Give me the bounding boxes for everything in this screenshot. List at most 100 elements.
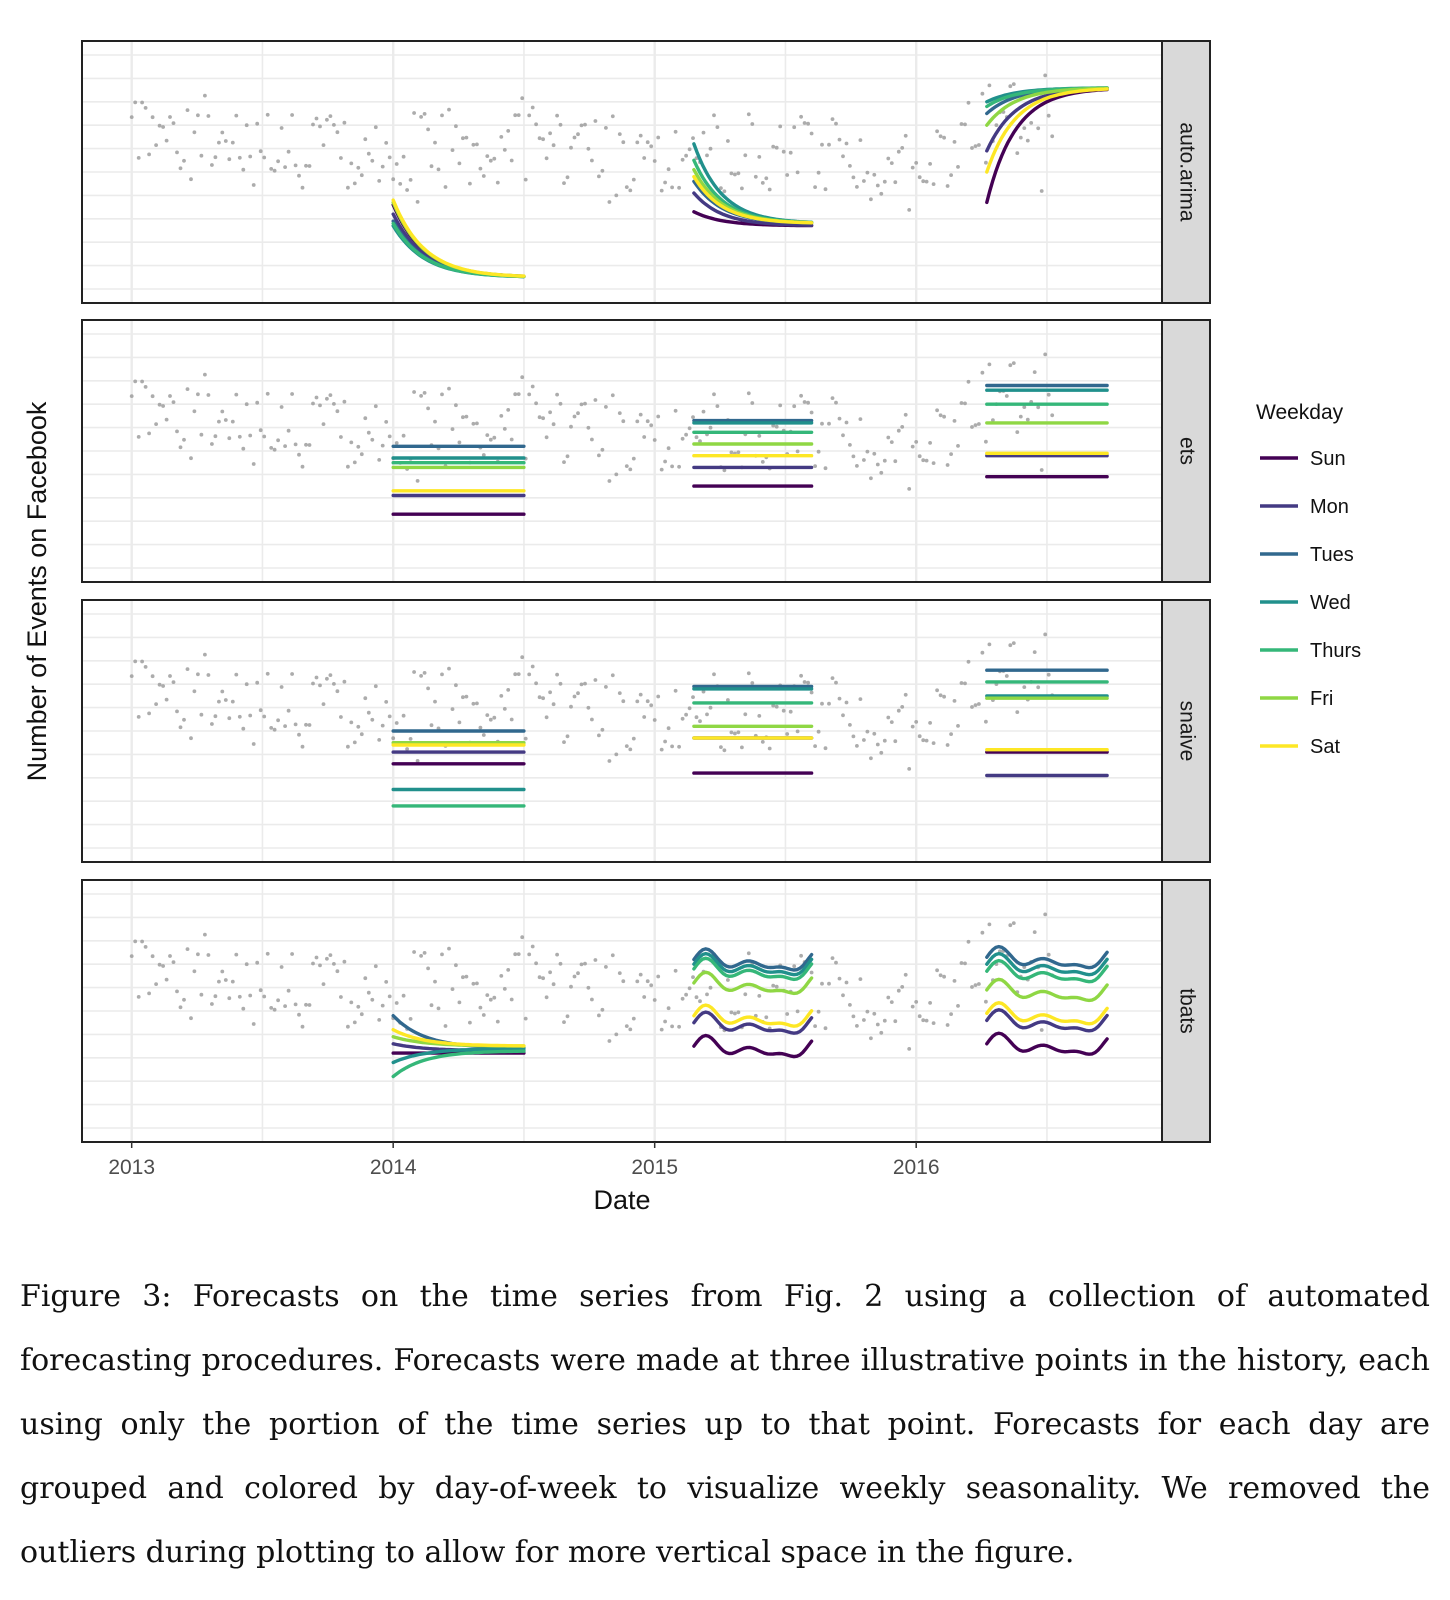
observed-point	[328, 953, 333, 957]
observed-point	[875, 462, 880, 467]
observed-point	[356, 724, 361, 729]
observed-point	[970, 146, 974, 150]
panel-auto-arima: auto.arima	[81, 40, 1211, 304]
observed-point	[590, 158, 594, 163]
observed-point	[384, 980, 389, 984]
observed-point	[258, 708, 263, 713]
observed-point	[827, 421, 831, 426]
observed-point	[394, 1001, 399, 1005]
forecast-line-mon	[985, 1008, 1109, 1033]
observed-point	[841, 433, 845, 438]
observed-point	[140, 379, 145, 384]
observed-point	[917, 1014, 922, 1019]
observed-point	[830, 396, 835, 400]
observed-point	[276, 998, 280, 1003]
observed-point	[475, 421, 479, 426]
observed-point	[513, 952, 518, 957]
observed-point	[645, 979, 650, 984]
observed-point	[481, 174, 486, 178]
observed-point	[255, 400, 260, 405]
observed-point	[914, 161, 919, 165]
observed-point	[272, 447, 277, 452]
observed-point	[185, 387, 190, 391]
observed-point	[617, 691, 622, 695]
observed-point	[882, 458, 887, 463]
observed-point	[426, 127, 430, 132]
observed-point	[223, 139, 228, 143]
legend-title: Weekday	[1256, 401, 1344, 424]
observed-point	[377, 738, 382, 742]
observed-point	[931, 1021, 936, 1025]
observed-point	[813, 1024, 817, 1028]
observed-point	[764, 1015, 769, 1020]
observed-point	[980, 930, 985, 935]
observed-point	[855, 1024, 859, 1028]
observed-point	[670, 185, 674, 190]
observed-point	[757, 994, 762, 998]
observed-point	[698, 999, 702, 1004]
observed-point	[680, 716, 685, 721]
observed-point	[610, 953, 615, 958]
observed-point	[1032, 370, 1037, 374]
observed-point	[733, 172, 737, 177]
observed-point	[928, 162, 932, 166]
observed-point	[237, 434, 242, 439]
observed-point	[223, 698, 228, 702]
observed-point	[244, 962, 249, 967]
observed-point	[217, 699, 221, 704]
observed-point	[150, 954, 155, 959]
observed-point	[548, 131, 552, 136]
observed-point	[837, 696, 842, 701]
observed-point	[454, 124, 458, 129]
observed-point	[600, 168, 605, 173]
observed-point	[931, 182, 936, 187]
observed-point	[1029, 121, 1034, 125]
observed-point	[771, 423, 776, 428]
observed-point	[516, 952, 521, 956]
observed-point	[325, 676, 329, 681]
observed-point	[708, 985, 713, 990]
observed-point	[307, 164, 312, 168]
observed-point	[712, 392, 716, 397]
observed-point	[586, 985, 591, 990]
observed-point	[680, 996, 685, 1001]
observed-point	[1046, 113, 1051, 118]
observed-point	[265, 112, 270, 117]
observed-point	[523, 177, 528, 182]
observed-point	[530, 944, 535, 949]
observed-point	[373, 684, 378, 689]
observed-point	[241, 167, 246, 172]
observed-point	[363, 137, 368, 142]
observed-point	[495, 180, 500, 185]
observed-point	[604, 405, 608, 409]
observed-point	[865, 449, 870, 454]
observed-point	[401, 993, 406, 998]
observed-point	[196, 672, 200, 677]
observed-point	[631, 456, 636, 461]
observed-point	[318, 403, 322, 408]
legend-label-fri: Fri	[1310, 688, 1333, 710]
observed-point	[987, 83, 992, 88]
observed-point	[855, 464, 859, 468]
observed-point	[1043, 632, 1048, 637]
observed-point	[736, 730, 741, 735]
observed-point	[565, 454, 570, 459]
observed-point	[380, 443, 385, 448]
observed-point	[182, 437, 186, 442]
forecast-line-sat	[985, 87, 1109, 174]
observed-point	[147, 991, 152, 996]
observed-point	[457, 720, 462, 725]
observed-point	[851, 734, 856, 739]
forecast-line-sat	[391, 1028, 526, 1048]
observed-point	[729, 171, 734, 176]
observed-point	[659, 188, 664, 193]
observed-point	[569, 984, 573, 989]
observed-point	[286, 708, 291, 713]
observed-point	[590, 997, 594, 1002]
observed-point	[917, 734, 922, 739]
observed-point	[311, 961, 315, 966]
observed-point	[809, 970, 814, 975]
observed-point	[984, 160, 988, 165]
observed-point	[352, 1020, 357, 1025]
observed-point	[534, 681, 538, 686]
